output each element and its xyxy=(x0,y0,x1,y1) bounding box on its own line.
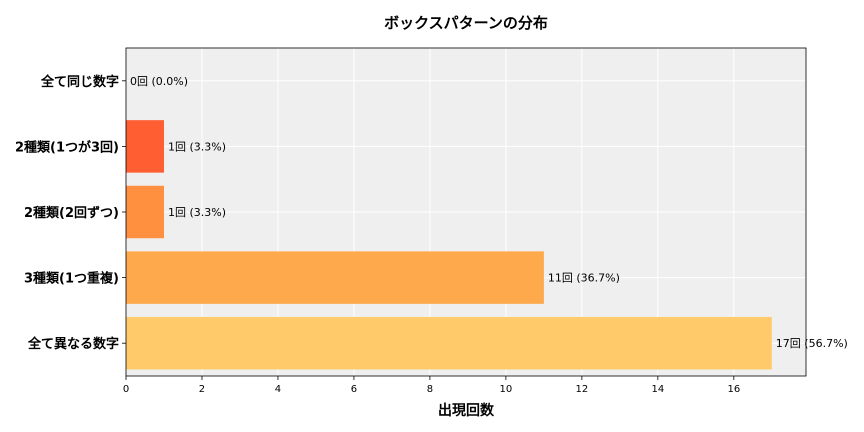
data-label: 11回 (36.7%) xyxy=(548,272,620,285)
x-tick-label: 4 xyxy=(275,384,281,395)
bars xyxy=(126,120,772,370)
x-tick-label: 12 xyxy=(575,384,588,395)
bar xyxy=(126,120,164,173)
bar xyxy=(126,251,544,304)
x-ticks: 0 2 4 6 8 10 12 14 16 xyxy=(123,376,740,395)
bar xyxy=(126,316,772,370)
category-label: 全て同じ数字 xyxy=(40,74,119,90)
x-tick-label: 8 xyxy=(427,384,433,395)
data-label: 17回 (56.7%) xyxy=(776,337,848,350)
x-tick-label: 14 xyxy=(651,384,664,395)
category-label: 3種類(1つ重複) xyxy=(24,271,119,287)
x-tick-label: 16 xyxy=(727,384,740,395)
data-label: 1回 (3.3%) xyxy=(168,140,226,153)
data-labels: 0回 (0.0%) 1回 (3.3%) 1回 (3.3%) 11回 (36.7%) 17… xyxy=(130,75,848,350)
category-labels: 全て同じ数字 2種類(1つが3回) 2種類(2回ずつ) 3種類(1つ重複) 全て異なる数… xyxy=(15,74,126,352)
category-label: 全て異なる数字 xyxy=(27,336,119,352)
x-tick-label: 2 xyxy=(199,384,205,395)
bar xyxy=(126,185,164,239)
data-label: 1回 (3.3%) xyxy=(168,206,226,219)
x-tick-label: 0 xyxy=(123,384,129,395)
x-tick-label: 10 xyxy=(500,384,513,395)
x-axis-label: 出現回数 xyxy=(438,402,495,419)
x-tick-label: 6 xyxy=(351,384,357,395)
plot-frame xyxy=(125,47,807,377)
chart-title: ボックスパターンの分布 xyxy=(384,14,548,32)
data-label: 0回 (0.0%) xyxy=(130,75,188,88)
category-label: 2種類(2回ずつ) xyxy=(24,205,119,221)
category-label: 2種類(1つが3回) xyxy=(15,139,119,155)
